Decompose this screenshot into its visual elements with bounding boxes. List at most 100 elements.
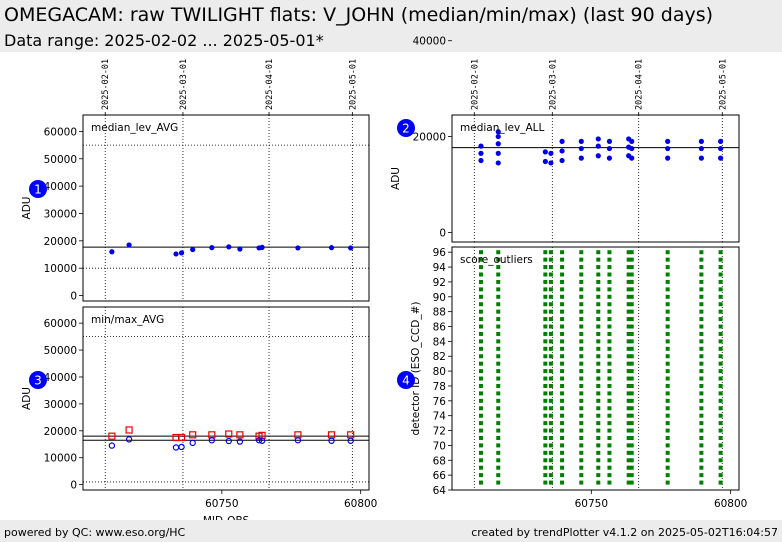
data-point [495, 141, 501, 147]
outlier-marker [699, 480, 704, 485]
outlier-marker [496, 354, 501, 359]
outlier-marker [699, 458, 704, 463]
date-tick-label: 2025-04-01 [265, 59, 275, 110]
outlier-marker [560, 324, 565, 329]
outlier-marker [478, 331, 483, 336]
data-point [209, 245, 215, 251]
outlier-marker [607, 309, 612, 314]
outlier-marker [607, 369, 612, 374]
outlier-marker [548, 331, 553, 336]
y-axis-label: detector ID (ESO_CCD_#) [410, 302, 422, 436]
outlier-marker [596, 398, 601, 403]
outlier-marker [496, 331, 501, 336]
outlier-marker [496, 265, 501, 270]
outlier-marker [496, 294, 501, 299]
outlier-marker [626, 435, 631, 440]
outlier-marker [548, 435, 553, 440]
outlier-marker [718, 383, 723, 388]
outlier-marker [629, 331, 634, 336]
outlier-marker [665, 294, 670, 299]
data-point [629, 145, 635, 152]
outlier-marker [699, 450, 704, 455]
outlier-marker [579, 480, 584, 485]
outlier-marker [699, 294, 704, 299]
data-point [578, 155, 584, 161]
outlier-marker [543, 369, 548, 374]
outlier-marker [543, 480, 548, 485]
outlier-marker [596, 480, 601, 485]
outlier-marker [579, 317, 584, 322]
outlier-marker [596, 250, 601, 255]
outlier-marker [629, 458, 634, 463]
outlier-marker [560, 450, 565, 455]
outlier-marker [496, 383, 501, 388]
outlier-marker [496, 324, 501, 329]
data-point [595, 153, 601, 159]
outlier-marker [496, 287, 501, 292]
y-tick-label: 78 [433, 381, 446, 393]
panel-number-badge [29, 180, 47, 198]
outlier-marker [607, 265, 612, 270]
outlier-marker [548, 309, 553, 314]
data-point [328, 245, 335, 251]
outlier-marker [626, 480, 631, 485]
outlier-marker [579, 413, 584, 418]
outlier-marker [629, 317, 634, 322]
outlier-marker [478, 406, 483, 411]
outlier-marker [607, 406, 612, 411]
data-point [718, 155, 724, 161]
outlier-marker [699, 435, 704, 440]
outlier-marker [548, 346, 553, 351]
outlier-marker [607, 435, 612, 440]
outlier-marker [543, 421, 548, 426]
y-tick-label: 86 [433, 322, 447, 334]
outlier-marker [629, 480, 634, 485]
data-point [629, 155, 635, 161]
y-tick-label: 20000 [413, 132, 446, 144]
page-title: OMEGACAM: raw TWILIGHT flats: V_JOHN (me… [4, 4, 714, 26]
plot-frame [451, 246, 740, 491]
outlier-marker [665, 279, 670, 284]
outlier-marker [543, 473, 548, 478]
outlier-marker [626, 443, 631, 448]
outlier-marker [548, 257, 553, 262]
outlier-marker [718, 391, 723, 396]
outlier-marker [543, 272, 548, 277]
outlier-marker [665, 317, 670, 322]
outlier-marker [629, 294, 634, 299]
y-tick-label: 90 [433, 292, 446, 304]
outlier-marker [496, 369, 501, 374]
outlier-marker [607, 443, 612, 448]
outlier-marker [718, 465, 723, 470]
outlier-marker [718, 450, 723, 455]
panel-label: median_lev_ALL [460, 122, 544, 134]
outlier-marker [596, 302, 601, 307]
outlier-marker [607, 279, 612, 284]
y-tick-label: 84 [433, 336, 447, 348]
outlier-marker [543, 413, 548, 418]
outlier-marker [699, 369, 704, 374]
outlier-marker [579, 391, 584, 396]
outlier-marker [699, 272, 704, 277]
outlier-marker [560, 257, 565, 262]
outlier-marker [718, 346, 723, 351]
outlier-marker [665, 406, 670, 411]
outlier-marker [626, 465, 631, 470]
outlier-marker [548, 383, 553, 388]
outlier-marker [579, 346, 584, 351]
outlier-marker [626, 339, 631, 344]
outlier-marker [560, 265, 565, 270]
data-point [495, 129, 501, 135]
outlier-marker [496, 391, 501, 396]
outlier-marker [560, 413, 565, 418]
outlier-marker [629, 361, 634, 366]
data-point [578, 138, 584, 144]
outlier-marker [478, 309, 483, 314]
outlier-marker [607, 361, 612, 366]
outlier-marker [548, 458, 553, 463]
data-point-max [294, 431, 302, 439]
y-tick-label: 72 [433, 426, 446, 438]
outlier-marker [548, 369, 553, 374]
panel-number: 1 [34, 183, 42, 197]
